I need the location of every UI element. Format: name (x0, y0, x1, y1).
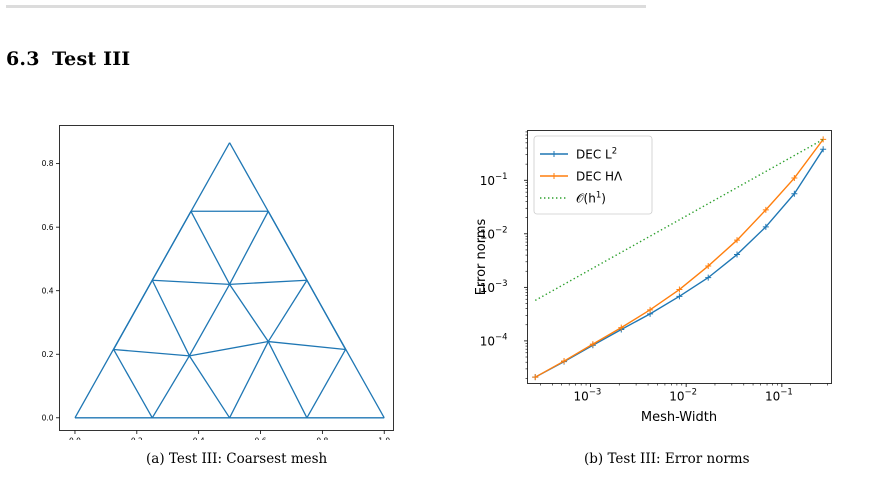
mesh-edge (267, 210, 308, 281)
mesh-y-tick-label: 0.4 (42, 286, 54, 295)
legend-marker-1 (551, 173, 557, 179)
series-1-point (762, 206, 769, 213)
mesh-edge (229, 210, 269, 285)
y-tick-label: 10−3 (480, 279, 508, 295)
series-1-point (561, 358, 568, 365)
mesh-y-tick-label: 0.2 (42, 350, 54, 359)
series-1-point (791, 175, 798, 182)
mesh-edge (267, 341, 308, 419)
mesh-edge (113, 349, 153, 419)
legend-label-2: 𝒪(h1) (576, 191, 606, 206)
series-1-point (589, 341, 596, 348)
mesh-edge (267, 279, 308, 342)
y-axis-label: Error norms (474, 218, 489, 295)
series-0-point (762, 223, 769, 230)
series-1-point (820, 136, 827, 143)
x-tick-label: 10−2 (669, 388, 697, 404)
mesh-edge (152, 279, 230, 286)
mesh-edge (151, 210, 192, 281)
series-1-point (705, 263, 712, 270)
series-1-point (532, 374, 539, 381)
x-tick-label: 10−1 (765, 388, 793, 404)
series-0-point (705, 274, 712, 281)
series-1-point (734, 237, 741, 244)
mesh-y-tick-label: 0.6 (42, 223, 54, 232)
y-tick-label: 10−4 (480, 332, 508, 348)
series-1-point (647, 306, 654, 313)
series-1-point (676, 286, 683, 293)
error-axes-frame (527, 130, 832, 384)
series-0-point (734, 251, 741, 258)
series-line-2 (534, 138, 824, 302)
error-norms-figure: 10−3 10−2 10−1 10−4 10−3 10−2 10−1 DEC L2 DEC H… (474, 130, 832, 425)
mesh-x-tick-label: 0.0 (69, 437, 81, 441)
section-number: 6.3 (6, 48, 40, 70)
mesh-edge (229, 279, 307, 286)
mesh-edge (189, 340, 269, 357)
mesh-x-tick-label: 0.4 (193, 437, 205, 441)
legend-label-0: DEC L2 (576, 147, 617, 162)
legend-label-1: DEC HΛ (576, 170, 623, 184)
y-tick-label: 10−1 (480, 172, 508, 188)
caption-a: (a) Test III: Coarsest mesh (146, 451, 328, 467)
mesh-x-tick-label: 0.6 (255, 437, 267, 441)
mesh-edge (113, 279, 153, 350)
mesh-x-tick-label: 1.0 (378, 437, 390, 441)
mesh-edge (188, 284, 231, 357)
mesh-x-tick-label: 0.2 (131, 437, 143, 441)
mesh-edge (306, 279, 347, 350)
caption-b: (b) Test III: Error norms (584, 451, 750, 467)
mesh-y-tick-label: 0.8 (42, 159, 54, 168)
mesh-y-tick-label: 0.0 (42, 413, 54, 422)
y-tick-label: 10−2 (480, 225, 508, 241)
x-tick-label: 10−3 (574, 388, 602, 404)
mesh-figure: 0.0 0.2 0.4 0.6 0.8 1.0 0.0 0.2 0.4 0.6 0.8 (42, 125, 394, 441)
mesh-axes-frame (59, 125, 394, 431)
mesh-edge (229, 283, 269, 342)
legend-box (533, 135, 653, 215)
previous-text-fragment (0, 0, 875, 10)
mesh-edge (190, 210, 231, 285)
series-1-point (618, 324, 625, 331)
series-0-point (791, 190, 798, 197)
mesh-edge (306, 349, 347, 419)
mesh-edge (113, 348, 190, 357)
mesh-edge (188, 355, 231, 419)
series-0-point (820, 146, 827, 153)
legend-marker-0 (551, 151, 557, 157)
mesh-edge (151, 279, 190, 357)
mesh-x-tick-label: 0.8 (316, 437, 328, 441)
mesh-edge (151, 355, 190, 419)
mesh-edge (229, 341, 269, 419)
mesh-edge (268, 340, 346, 351)
series-0-point (676, 293, 683, 300)
section-title: Test III (52, 48, 131, 70)
section-heading: 6.3 Test III (6, 48, 130, 70)
x-axis-label: Mesh-Width (641, 410, 717, 425)
